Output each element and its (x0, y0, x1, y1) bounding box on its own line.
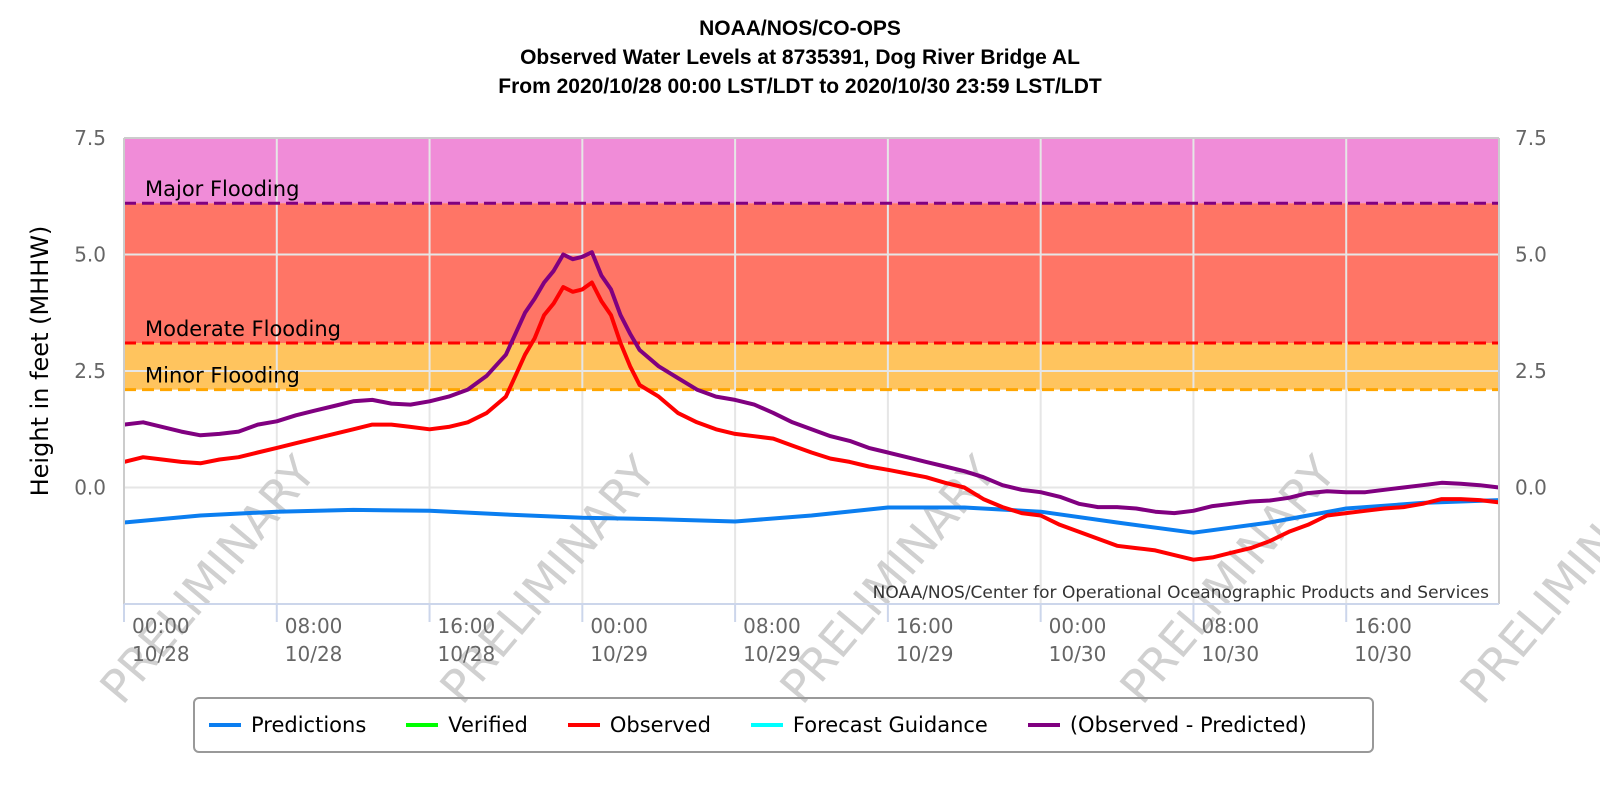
legend-label: (Observed - Predicted) (1069, 713, 1307, 737)
flood-band-major-flooding (124, 138, 1499, 204)
legend-swatch-verified (406, 723, 439, 727)
watermark-text: PRELIMINARY (1109, 445, 1346, 713)
legend-item-verified[interactable]: Verified (406, 713, 528, 737)
x-tick-label-time: 16:00 (1354, 614, 1412, 638)
legend-label: Predictions (251, 713, 367, 737)
x-tick-label-date: 10/30 (1354, 642, 1412, 666)
legend-swatch-observed-minus-predicted (1027, 723, 1060, 727)
legend-label: Observed (609, 713, 711, 737)
legend-swatch-observed (567, 723, 600, 727)
watermark-text: PRELIMINARY (429, 445, 666, 713)
threshold-label: Moderate Flooding (145, 317, 341, 341)
y-tick-label-right: 7.5 (1515, 126, 1547, 150)
y-tick-label-left: 0.0 (74, 476, 106, 500)
x-tick-label-date: 10/30 (1201, 642, 1259, 666)
x-tick-label-date: 10/28 (285, 642, 343, 666)
x-tick-label-date: 10/28 (438, 642, 496, 666)
y-tick-label-right: 5.0 (1515, 243, 1547, 267)
x-tick-label-time: 00:00 (1049, 614, 1107, 638)
legend-item-forecast-guidance[interactable]: Forecast Guidance (750, 713, 988, 737)
legend-item-predictions[interactable]: Predictions (209, 713, 366, 737)
x-tick-label-date: 10/28 (132, 642, 190, 666)
attribution-credit: NOAA/NOS/Center for Operational Oceanogr… (873, 583, 1489, 603)
y-axis-title: Height in feet (MHHW) (26, 226, 54, 497)
y-tick-label-right: 2.5 (1515, 359, 1547, 383)
x-tick-label-time: 08:00 (285, 614, 343, 638)
x-tick-label-time: 08:00 (743, 614, 801, 638)
flood-band-moderate-flooding (124, 203, 1499, 344)
series-line-observed (123, 280, 1500, 562)
legend-swatch-predictions (209, 723, 241, 727)
chart-subtitle-station: Observed Water Levels at 8735391, Dog Ri… (520, 46, 1080, 69)
threshold-label: Major Flooding (145, 177, 299, 201)
y-tick-label-left: 5.0 (74, 243, 106, 267)
x-tick-label-date: 10/29 (896, 642, 954, 666)
x-tick-label-date: 10/29 (590, 642, 648, 666)
series-line-predictions (123, 498, 1500, 535)
x-tick-label-date: 10/30 (1049, 642, 1107, 666)
chart-legend: Predictions Verified Observed Forecast G… (193, 697, 1374, 753)
series-line-observed-predicted (123, 250, 1500, 516)
flood-band-minor-flooding (124, 343, 1499, 390)
y-tick-label-left: 7.5 (74, 126, 106, 150)
x-tick-label-time: 16:00 (438, 614, 496, 638)
legend-item-observed[interactable]: Observed (567, 713, 711, 737)
x-tick-label-date: 10/29 (743, 642, 801, 666)
legend-label: Forecast Guidance (792, 713, 988, 737)
y-tick-label-right: 0.0 (1515, 476, 1547, 500)
legend-item-observed-minus-predicted[interactable]: (Observed - Predicted) (1027, 713, 1307, 737)
x-tick-label-time: 16:00 (896, 614, 954, 638)
legend-label: Verified (448, 713, 528, 737)
chart-subtitle-daterange: From 2020/10/28 00:00 LST/LDT to 2020/10… (498, 75, 1102, 98)
x-tick-label-time: 00:00 (590, 614, 648, 638)
legend-swatch-forecast-guidance (750, 723, 783, 727)
chart-title: NOAA/NOS/CO-OPS (699, 17, 901, 40)
x-tick-label-time: 00:00 (132, 614, 190, 638)
y-tick-label-left: 2.5 (74, 359, 106, 383)
x-tick-label-time: 08:00 (1201, 614, 1259, 638)
threshold-label: Minor Flooding (145, 364, 300, 388)
